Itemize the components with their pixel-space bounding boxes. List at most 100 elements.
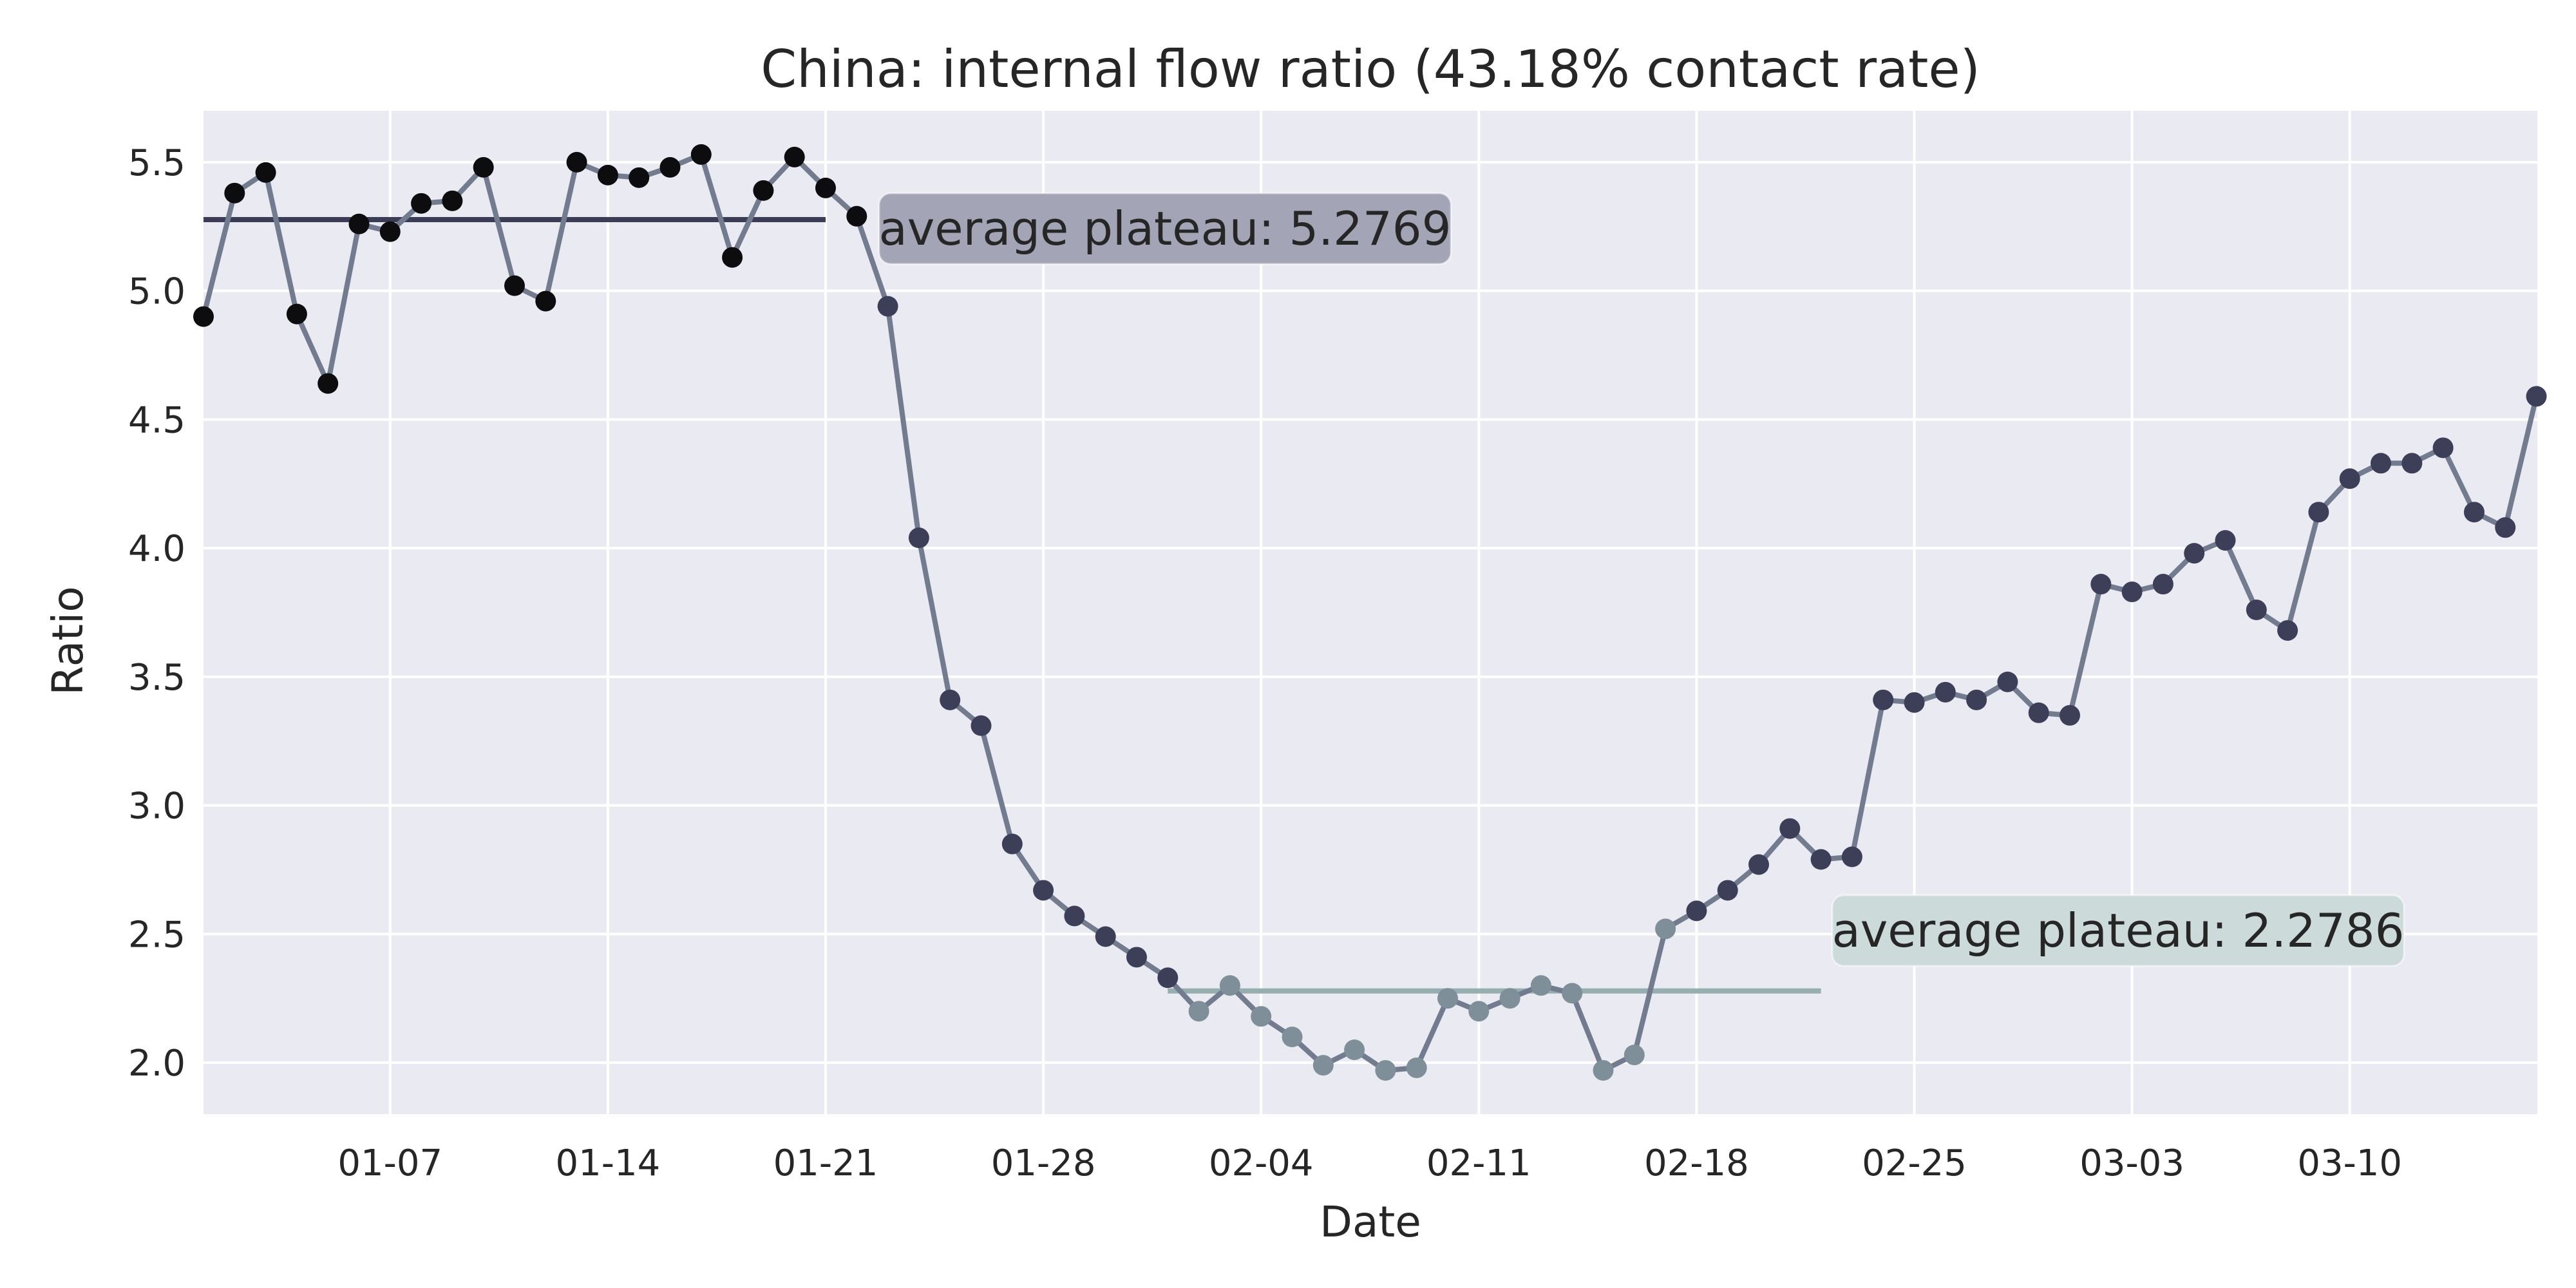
- tick-labels: 01-07 01-14 01-21 01-28 02-04 02-11 02-18 02-25…: [128, 142, 2402, 1184]
- data-point: [1437, 988, 1458, 1009]
- data-point: [1717, 880, 1738, 901]
- annotation-label: average plateau: 5.2769: [879, 202, 1452, 256]
- data-point: [286, 303, 307, 325]
- y-tick-label: 4.0: [128, 528, 185, 570]
- data-point: [629, 167, 650, 188]
- data-point: [1655, 918, 1676, 940]
- data-point: [535, 290, 556, 312]
- x-axis-label: Date: [1320, 1197, 1421, 1247]
- data-point: [1624, 1045, 1645, 1066]
- series-line: [201, 151, 2539, 1074]
- data-point: [1873, 689, 1894, 710]
- data-point: [1686, 900, 1707, 922]
- data-point: [1748, 854, 1769, 875]
- data-point: [2371, 453, 2391, 474]
- data-point: [815, 177, 836, 198]
- data-point: [1468, 1001, 1490, 1022]
- data-point: [2463, 502, 2485, 523]
- data-point: [193, 306, 214, 327]
- data-point: [2401, 453, 2423, 474]
- data-point: [1126, 947, 1147, 968]
- data-point: [722, 247, 743, 268]
- data-point: [971, 715, 992, 736]
- x-tick-label: 01-07: [337, 1142, 442, 1184]
- data-point: [1779, 818, 1801, 839]
- data-point: [2246, 600, 2267, 621]
- annotation-label: average plateau: 2.2786: [1832, 904, 2405, 958]
- data-point: [442, 190, 463, 211]
- data-point: [2152, 574, 2174, 595]
- data-point: [2495, 517, 2516, 538]
- data-point: [1593, 1060, 1614, 1081]
- data-point: [784, 146, 805, 167]
- y-axis-label: Ratio: [43, 586, 93, 695]
- annotations: average plateau: 5.2769 average plateau: …: [878, 192, 2405, 967]
- data-point: [1064, 905, 1085, 927]
- data-point: [1904, 692, 1925, 713]
- x-tick-label: 02-18: [1644, 1142, 1749, 1184]
- data-point: [753, 180, 774, 201]
- y-tick-label: 3.0: [128, 786, 185, 828]
- data-point: [2060, 705, 2080, 726]
- data-point: [2184, 543, 2205, 564]
- data-point: [1562, 983, 1583, 1004]
- y-tick-label: 2.0: [128, 1043, 185, 1084]
- data-point: [1001, 833, 1023, 855]
- data-point: [1810, 849, 1832, 870]
- data-point: [2090, 574, 2112, 595]
- data-point: [1033, 880, 1054, 901]
- data-point: [2432, 437, 2454, 459]
- x-tick-label: 01-21: [773, 1142, 878, 1184]
- data-point: [2028, 702, 2049, 723]
- data-point: [348, 213, 370, 234]
- data-point: [1966, 689, 1987, 710]
- data-point: [2526, 386, 2547, 407]
- data-point: [379, 221, 401, 242]
- data-point: [2121, 582, 2143, 603]
- data-point: [659, 156, 681, 178]
- x-tick-label: 03-03: [2079, 1142, 2184, 1184]
- x-tick-label: 02-04: [1209, 1142, 1314, 1184]
- data-point: [317, 373, 339, 394]
- data-point: [504, 275, 525, 296]
- data-point: [690, 144, 712, 165]
- data-point: [1530, 975, 1551, 996]
- x-tick-label: 01-14: [556, 1142, 661, 1184]
- y-tick-label: 2.5: [128, 914, 185, 956]
- data-point: [1251, 1006, 1272, 1027]
- data-point: [846, 205, 867, 227]
- data-point: [1375, 1060, 1396, 1081]
- series: [193, 144, 2547, 1081]
- data-point: [2339, 468, 2360, 489]
- data-point: [1095, 926, 1116, 947]
- data-point: [473, 156, 494, 178]
- chart-title: China: internal flow ratio (43.18% conta…: [761, 39, 1980, 99]
- annotation-box: [878, 192, 1452, 265]
- data-point: [1219, 975, 1240, 996]
- data-point: [1312, 1055, 1334, 1076]
- x-tick-label: 03-10: [2297, 1142, 2402, 1184]
- x-tick-label: 02-11: [1426, 1142, 1531, 1184]
- data-point: [940, 689, 961, 710]
- data-point: [877, 296, 898, 317]
- annotation-box: [1831, 894, 2405, 967]
- data-point: [1997, 671, 2018, 692]
- y-tick-label: 3.5: [128, 657, 185, 699]
- x-tick-label: 01-28: [991, 1142, 1096, 1184]
- data-point: [1406, 1057, 1427, 1079]
- data-point: [908, 527, 929, 549]
- data-point: [1188, 1001, 1209, 1022]
- data-point: [566, 151, 587, 173]
- data-point: [2215, 530, 2236, 551]
- data-point: [1499, 988, 1520, 1009]
- y-tick-label: 5.0: [128, 271, 185, 313]
- data-point: [224, 182, 245, 204]
- data-point: [1157, 967, 1179, 989]
- data-point: [255, 162, 276, 183]
- x-tick-label: 02-25: [1862, 1142, 1967, 1184]
- y-tick-label: 5.5: [128, 142, 185, 184]
- y-tick-label: 4.5: [128, 399, 185, 441]
- data-point: [597, 164, 618, 185]
